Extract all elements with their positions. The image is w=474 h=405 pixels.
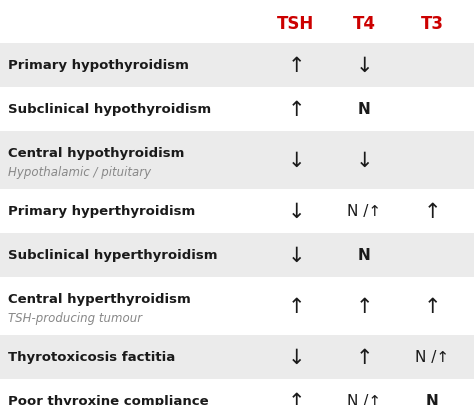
Bar [0,190,474,233]
Text: ↑: ↑ [355,296,373,316]
Text: ↓: ↓ [287,347,305,367]
Text: ↑: ↑ [287,296,305,316]
Text: ↑: ↑ [423,202,441,222]
Bar [0,44,474,88]
Text: Hypothalamic / pituitary: Hypothalamic / pituitary [8,166,151,179]
Text: Thyrotoxicosis factitia: Thyrotoxicosis factitia [8,351,175,364]
Text: N: N [357,248,370,263]
Text: Primary hypothyroidism: Primary hypothyroidism [8,60,189,72]
Bar [0,88,474,132]
Text: N: N [357,102,370,117]
Text: ↑: ↑ [423,296,441,316]
Bar [0,233,474,277]
Text: ↓: ↓ [355,151,373,171]
Text: Subclinical hyperthyroidism: Subclinical hyperthyroidism [8,249,218,262]
Text: Central hyperthyroidism: Central hyperthyroidism [8,292,191,305]
Text: N: N [426,394,438,405]
Text: ↓: ↓ [355,56,373,76]
Text: ↓: ↓ [287,151,305,171]
Bar [0,335,474,379]
Text: Subclinical hypothyroidism: Subclinical hypothyroidism [8,103,211,116]
Bar [0,0,474,44]
Bar [0,379,474,405]
Text: Poor thyroxine compliance: Poor thyroxine compliance [8,394,209,405]
Text: TSH: TSH [277,15,315,33]
Text: T4: T4 [353,15,375,33]
Text: Central hypothyroidism: Central hypothyroidism [8,147,184,160]
Text: ↑: ↑ [287,56,305,76]
Text: N /↑: N /↑ [347,394,381,405]
Text: ↓: ↓ [287,245,305,265]
Text: N /↑: N /↑ [415,350,449,364]
Bar [0,277,474,335]
Text: T3: T3 [420,15,444,33]
Text: ↓: ↓ [287,202,305,222]
Bar [0,132,474,190]
Text: Primary hyperthyroidism: Primary hyperthyroidism [8,205,195,218]
Text: ↑: ↑ [287,100,305,120]
Text: ↑: ↑ [287,391,305,405]
Text: TSH-producing tumour: TSH-producing tumour [8,311,142,324]
Text: N /↑: N /↑ [347,204,381,219]
Text: ↑: ↑ [355,347,373,367]
